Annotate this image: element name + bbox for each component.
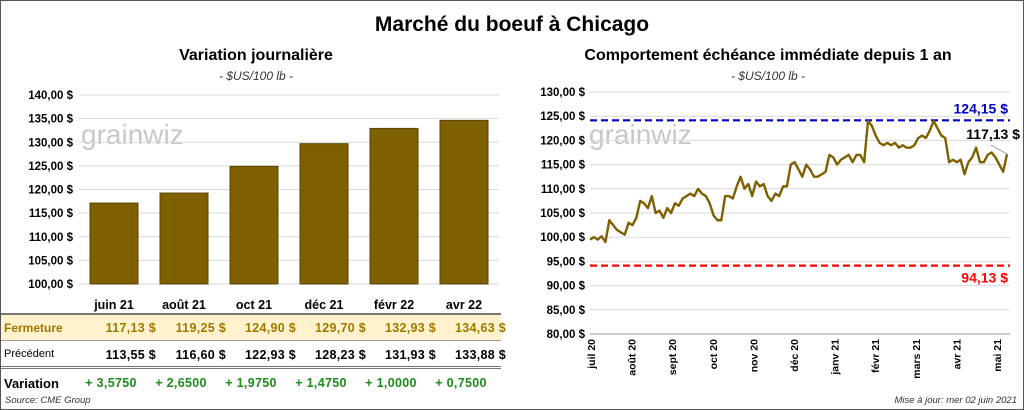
table-cell: + 2,6500 xyxy=(155,376,207,390)
month-header: févr 22 xyxy=(373,298,415,312)
x-tick-label: nov 20 xyxy=(748,339,760,372)
y-tick-label: 120,00 $ xyxy=(540,135,585,147)
x-tick-label: juil 20 xyxy=(586,339,598,370)
y-tick-label: 140,00 $ xyxy=(28,90,73,102)
divider xyxy=(1,313,501,315)
y-tick-label: 105,00 $ xyxy=(540,208,585,220)
y-tick-label: 115,00 $ xyxy=(29,208,74,220)
watermark-logo: grainwiz xyxy=(81,119,184,150)
right-chart-title: Comportement échéance immédiate depuis 1… xyxy=(584,47,952,64)
table-cell: + 0,7500 xyxy=(435,376,487,390)
x-tick-label: déc 20 xyxy=(789,339,801,372)
x-tick-label: sept 20 xyxy=(667,339,679,375)
y-tick-label: 125,00 $ xyxy=(28,161,73,173)
last-value-leader xyxy=(990,144,1008,155)
x-tick-label: avr 21 xyxy=(951,339,963,370)
y-tick-label: 95,00 $ xyxy=(547,256,586,268)
table-cell: 122,93 $ xyxy=(244,348,296,362)
month-header: déc 21 xyxy=(304,298,344,312)
table-cell: 117,13 $ xyxy=(105,321,156,335)
table-cell: 132,93 $ xyxy=(384,321,436,335)
table-cell: 129,70 $ xyxy=(314,321,366,335)
source-note: Source: CME Group xyxy=(5,395,91,406)
price-line xyxy=(589,119,1009,244)
y-tick-label: 85,00 $ xyxy=(547,305,586,317)
row-fermeture-bg xyxy=(1,314,501,340)
page-title: Marché du boeuf à Chicago xyxy=(374,13,650,36)
table-cell: 134,63 $ xyxy=(454,321,506,335)
y-tick-label: 100,00 $ xyxy=(28,279,73,291)
table-cell: 133,88 $ xyxy=(454,348,506,362)
table-cell: 131,93 $ xyxy=(384,348,436,362)
y-tick-label: 110,00 $ xyxy=(541,184,586,196)
x-tick-label: oct 20 xyxy=(708,339,720,370)
row-label-variation: Variation xyxy=(4,376,59,391)
bar-juin-21 xyxy=(89,202,139,285)
x-tick-label: mai 21 xyxy=(992,339,1004,372)
y-tick-label: 105,00 $ xyxy=(28,255,73,267)
x-tick-label: août 20 xyxy=(627,339,639,376)
table-cell: 119,25 $ xyxy=(175,321,226,335)
month-header: août 21 xyxy=(162,298,206,312)
y-tick-label: 130,00 $ xyxy=(540,87,585,99)
bar-oct-21 xyxy=(229,165,279,285)
y-tick-label: 110,00 $ xyxy=(29,232,74,244)
month-header: juin 21 xyxy=(94,298,134,312)
y-tick-label: 130,00 $ xyxy=(28,137,73,149)
x-tick-label: mars 21 xyxy=(911,339,923,379)
max-line-label: 124,15 $ xyxy=(954,100,1009,116)
y-tick-label: 115,00 $ xyxy=(541,160,586,172)
bar-août-21 xyxy=(159,192,209,285)
right-chart-unit: - $US/100 lb - xyxy=(730,69,806,83)
table-cell: + 1,0000 xyxy=(365,376,417,390)
table-cell: 113,55 $ xyxy=(105,348,156,362)
y-tick-label: 80,00 $ xyxy=(547,329,586,341)
left-chart-title: Variation journalière xyxy=(179,47,333,64)
table-cell: 124,90 $ xyxy=(244,321,296,335)
table-cell: 128,23 $ xyxy=(314,348,366,362)
bar-déc-21 xyxy=(299,143,349,285)
y-tick-label: 100,00 $ xyxy=(540,232,585,244)
bar-avr-22 xyxy=(439,119,489,285)
x-tick-label: févr 21 xyxy=(870,339,882,373)
table-cell: + 1,4750 xyxy=(295,376,347,390)
bar-févr-22 xyxy=(369,127,419,285)
y-tick-label: 125,00 $ xyxy=(540,111,585,123)
y-tick-label: 120,00 $ xyxy=(28,185,73,197)
divider xyxy=(1,340,501,341)
update-note: Mise à jour: mer 02 juin 2021 xyxy=(894,395,1017,406)
table-cell: 116,60 $ xyxy=(175,348,226,362)
min-line-label: 94,13 $ xyxy=(961,270,1008,286)
left-chart-unit: - $US/100 lb - xyxy=(218,69,294,83)
table-cell: + 3,5750 xyxy=(85,376,137,390)
x-tick-label: janv 21 xyxy=(830,339,842,376)
row-label-précédent: Précédent xyxy=(4,348,55,360)
last-value-label: 117,13 $ xyxy=(966,126,1020,142)
watermark-logo: grainwiz xyxy=(589,119,692,150)
month-header: oct 21 xyxy=(235,298,273,312)
y-tick-label: 135,00 $ xyxy=(28,114,73,126)
divider xyxy=(1,366,501,369)
y-tick-label: 90,00 $ xyxy=(547,281,586,293)
table-cell: + 1,9750 xyxy=(225,376,277,390)
month-header: avr 22 xyxy=(445,298,483,312)
row-label-fermeture: Fermeture xyxy=(4,321,63,335)
